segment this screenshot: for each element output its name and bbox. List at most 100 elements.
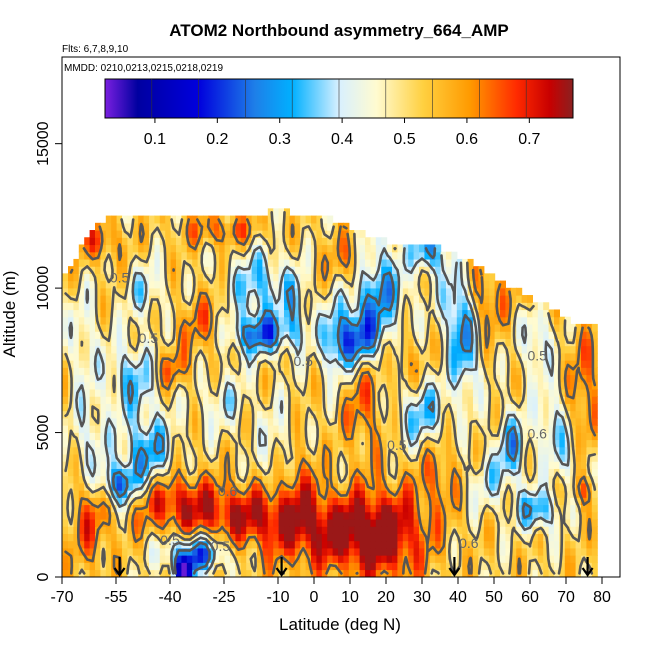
- heatmap-cell: [456, 396, 463, 404]
- heatmap-cell: [240, 518, 247, 527]
- heatmap-cell: [219, 482, 226, 491]
- heatmap-cell: [440, 526, 447, 534]
- heatmap-cell: [203, 287, 209, 296]
- heatmap-cell: [122, 302, 128, 311]
- heatmap-cell: [348, 230, 355, 238]
- heatmap-cell: [494, 439, 501, 448]
- heatmap-cell: [84, 417, 91, 426]
- heatmap-cell: [483, 403, 490, 412]
- heatmap-cell: [451, 511, 458, 520]
- heatmap-cell: [208, 273, 215, 282]
- heatmap-cell: [284, 497, 290, 506]
- heatmap-cell: [386, 518, 393, 527]
- heatmap-cell: [95, 468, 101, 477]
- heatmap-cell: [381, 410, 388, 419]
- heatmap-cell: [581, 482, 587, 491]
- heatmap-cell: [192, 251, 199, 260]
- heatmap-cell: [365, 403, 371, 412]
- heatmap-cells: [62, 208, 598, 577]
- heatmap-cell: [456, 309, 463, 318]
- heatmap-cell: [321, 540, 328, 549]
- heatmap-cell: [89, 533, 96, 542]
- heatmap-cell: [116, 461, 123, 469]
- heatmap-cell: [289, 540, 296, 549]
- heatmap-cell: [127, 417, 134, 426]
- heatmap-cell: [305, 295, 312, 303]
- heatmap-cell: [397, 251, 404, 260]
- heatmap-cell: [554, 482, 560, 491]
- heatmap-cell: [143, 338, 150, 347]
- heatmap-cell: [375, 352, 382, 361]
- heatmap-cell: [489, 461, 496, 469]
- heatmap-cell: [424, 461, 431, 469]
- heatmap-cell: [316, 381, 323, 390]
- heatmap-cell: [548, 403, 555, 412]
- heatmap-cell: [149, 453, 155, 462]
- heatmap-cell: [273, 208, 280, 217]
- heatmap-cell: [370, 345, 377, 354]
- heatmap-cell: [327, 504, 334, 513]
- heatmap-cell: [170, 258, 177, 267]
- heatmap-cell: [419, 432, 425, 441]
- heatmap-cell: [446, 302, 452, 311]
- heatmap-cell: [251, 309, 258, 318]
- heatmap-cell: [397, 244, 404, 253]
- heatmap-cell: [440, 468, 447, 477]
- heatmap-cell: [510, 540, 517, 549]
- heatmap-cell: [62, 309, 69, 318]
- heatmap-cell: [332, 309, 339, 318]
- heatmap-cell: [559, 345, 566, 354]
- heatmap-cell: [537, 403, 544, 412]
- heatmap-cell: [521, 518, 528, 527]
- heatmap-cell: [489, 381, 496, 390]
- heatmap-cell: [564, 417, 571, 426]
- heatmap-cell: [78, 562, 85, 571]
- heatmap-cell: [165, 331, 172, 339]
- heatmap-cell: [316, 244, 323, 253]
- heatmap-cell: [219, 258, 226, 267]
- heatmap-cell: [554, 504, 560, 513]
- heatmap-cell: [116, 490, 123, 498]
- heatmap-cell: [111, 266, 118, 274]
- heatmap-cell: [575, 555, 582, 563]
- heatmap-cell: [370, 287, 377, 296]
- heatmap-cell: [186, 222, 193, 231]
- heatmap-cell: [570, 497, 577, 506]
- heatmap-cell: [262, 396, 269, 404]
- heatmap-cell: [251, 482, 258, 491]
- heatmap-cell: [338, 374, 344, 383]
- heatmap-cell: [203, 381, 209, 390]
- heatmap-cell: [408, 453, 415, 462]
- heatmap-cell: [564, 504, 571, 513]
- heatmap-cell: [500, 295, 506, 303]
- heatmap-cell: [327, 374, 334, 383]
- heatmap-cell: [240, 482, 247, 491]
- heatmap-cell: [467, 518, 474, 527]
- heatmap-cell: [262, 381, 269, 390]
- heatmap-cell: [138, 295, 145, 303]
- heatmap-cell: [591, 562, 598, 571]
- heatmap-cell: [289, 410, 296, 419]
- heatmap-cell: [413, 323, 420, 332]
- heatmap-cell: [95, 540, 101, 549]
- heatmap-cell: [338, 453, 344, 462]
- heatmap-cell: [138, 316, 145, 325]
- heatmap-cell: [548, 482, 555, 491]
- heatmap-cell: [338, 331, 344, 339]
- heatmap-cell: [73, 287, 80, 296]
- heatmap-cell: [327, 511, 334, 520]
- heatmap-cell: [203, 547, 209, 556]
- heatmap-cell: [257, 258, 263, 267]
- heatmap-cell: [489, 453, 496, 462]
- heatmap-cell: [343, 381, 350, 390]
- heatmap-cell: [230, 439, 236, 448]
- heatmap-cell: [478, 316, 485, 325]
- heatmap-cell: [516, 316, 523, 325]
- heatmap-cell: [311, 396, 317, 404]
- heatmap-cell: [257, 533, 263, 542]
- heatmap-cell: [186, 244, 193, 253]
- heatmap-cell: [251, 266, 258, 274]
- heatmap-cell: [392, 338, 398, 347]
- heatmap-cell: [116, 439, 123, 448]
- heatmap-cell: [62, 504, 69, 513]
